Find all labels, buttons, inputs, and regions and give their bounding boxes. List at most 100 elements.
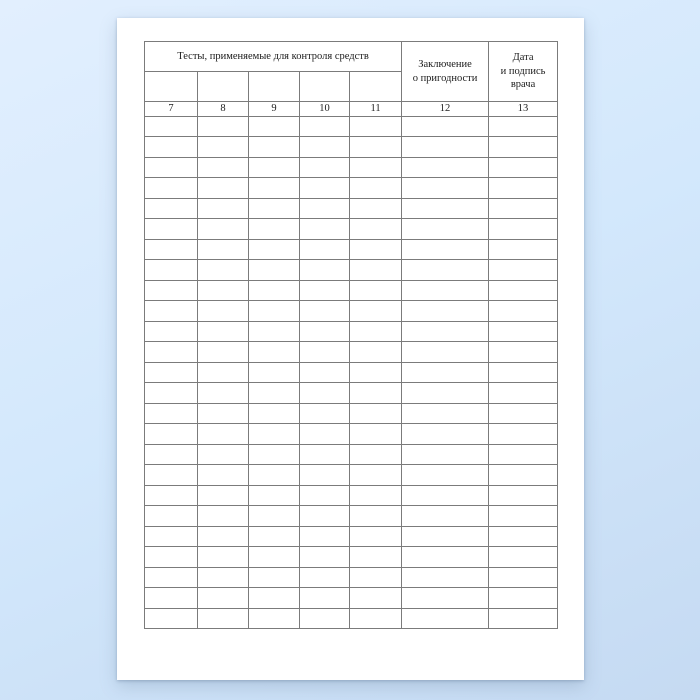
table-cell [348, 218, 403, 240]
table-cell [197, 197, 249, 220]
table-cell [348, 587, 403, 609]
conclusion-header: Заключение о пригодности [401, 41, 490, 102]
table-cell [488, 341, 559, 363]
table-cell [488, 382, 559, 404]
table-cell [401, 136, 490, 158]
table-row [144, 156, 559, 179]
column-number: 10 [299, 101, 350, 117]
table-cell [144, 136, 198, 158]
table-cell [144, 177, 198, 199]
table-cell [348, 402, 403, 425]
table-cell [144, 320, 198, 343]
table-cell [401, 341, 490, 363]
table-cell [348, 197, 403, 220]
table-cell [197, 341, 249, 363]
table-cell [348, 525, 403, 548]
table-row [144, 525, 559, 548]
conclusion-header-line1: Заключение [418, 58, 472, 70]
table-cell [401, 115, 490, 138]
table-cell [197, 464, 249, 486]
table-cell [248, 464, 300, 486]
table-cell [144, 259, 198, 281]
table-cell [197, 587, 249, 609]
table-row [144, 566, 559, 589]
table-cell [197, 382, 249, 404]
table-row [144, 177, 559, 199]
table-cell [248, 546, 300, 568]
table-cell [299, 505, 350, 527]
table-row [144, 197, 559, 220]
table-cell [401, 464, 490, 486]
table-cell [401, 300, 490, 322]
table-cell [488, 197, 559, 220]
table-cell [401, 423, 490, 445]
table-cell [299, 484, 350, 507]
table-cell [144, 382, 198, 404]
table-cell [197, 320, 249, 343]
table-cell [248, 443, 300, 466]
table-cell [144, 505, 198, 527]
table-cell [248, 587, 300, 609]
table-cell [144, 402, 198, 425]
column-number: 13 [488, 101, 559, 117]
date-signature-header-line3: врача [510, 79, 536, 91]
table-cell [197, 566, 249, 589]
table-cell [248, 177, 300, 199]
table-cell [248, 361, 300, 384]
table-cell [401, 525, 490, 548]
table-cell [144, 197, 198, 220]
table-cell [248, 156, 300, 179]
table-cell [197, 136, 249, 158]
table-cell [299, 587, 350, 609]
table-cell [144, 279, 198, 302]
table-row [144, 587, 559, 609]
table-cell [401, 177, 490, 199]
document-page: Тесты, применяемые для контроля средств … [117, 18, 584, 680]
table-cell [248, 238, 300, 261]
table-row [144, 443, 559, 466]
header-row-group: Тесты, применяемые для контроля средств … [143, 41, 559, 102]
table-cell [488, 136, 559, 158]
column-number: 7 [144, 101, 198, 117]
column-number: 9 [248, 101, 300, 117]
table-cell [197, 279, 249, 302]
table-cell [348, 279, 403, 302]
table-cell [488, 279, 559, 302]
table-cell [401, 320, 490, 343]
table-cell [488, 566, 559, 589]
table-cell [197, 115, 249, 138]
table-cell [348, 320, 403, 343]
table-cell [401, 443, 490, 466]
table-cell [248, 197, 300, 220]
table-row [144, 300, 559, 322]
table-cell [348, 238, 403, 261]
table-cell [144, 300, 198, 322]
table-cell [299, 382, 350, 404]
header-row-empty [144, 71, 558, 102]
table-cell [348, 382, 403, 404]
table-cell [348, 156, 403, 179]
table-cell [401, 587, 490, 609]
table-cell [248, 279, 300, 302]
table-cell [348, 464, 403, 486]
table-cell [197, 361, 249, 384]
table-cell [144, 464, 198, 486]
table-cell [144, 525, 198, 548]
table-cell [248, 382, 300, 404]
table-cell [144, 566, 198, 589]
table-cell [144, 361, 198, 384]
table-cell [144, 607, 198, 630]
table-row [144, 341, 559, 363]
table-cell [248, 566, 300, 589]
table-cell [299, 320, 350, 343]
table-cell [299, 402, 350, 425]
table-cell [348, 136, 403, 158]
table-cell [299, 156, 350, 179]
table-cell [401, 402, 490, 425]
table-cell [401, 218, 490, 240]
table-cell [488, 525, 559, 548]
table-cell [348, 484, 403, 507]
table-row [144, 136, 559, 158]
table-cell [488, 423, 559, 445]
table-row [144, 464, 559, 486]
